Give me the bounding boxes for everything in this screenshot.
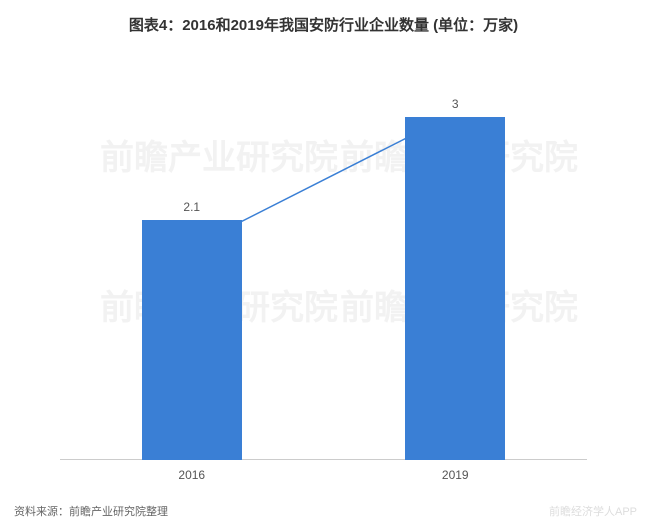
x-axis-label: 2019 [425, 468, 485, 482]
source-text: 资料来源：前瞻产业研究院整理 [14, 503, 168, 519]
plot-area: 2.13 [60, 60, 587, 460]
watermark-right: 前瞻经济学人APP [549, 503, 637, 519]
trend-arrow [60, 60, 587, 460]
chart-title: 图表4：2016和2019年我国安防行业企业数量 (单位：万家) [0, 14, 647, 35]
bar-2019 [405, 117, 505, 460]
bar-value-label: 3 [425, 97, 485, 111]
chart-container: 前瞻产业研究院前瞻产业研究院前瞻产业研究院前瞻产业研究院 图表4：2016和20… [0, 0, 647, 529]
bar-2016 [142, 220, 242, 460]
x-axis-label: 2016 [162, 468, 222, 482]
x-axis-baseline [60, 459, 587, 460]
bar-value-label: 2.1 [162, 200, 222, 214]
